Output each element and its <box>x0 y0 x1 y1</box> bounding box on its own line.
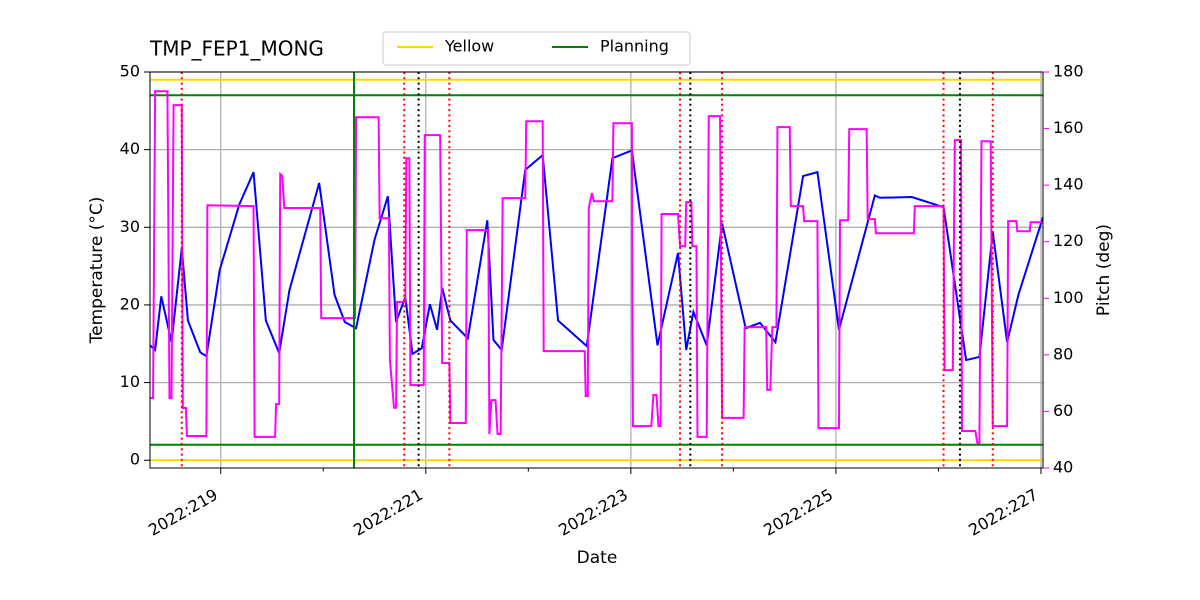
y-tick-label: 10 <box>120 372 140 391</box>
legend-label: Planning <box>600 37 669 56</box>
y-tick-label: 0 <box>130 450 140 469</box>
y2-tick-label: 120 <box>1053 231 1084 250</box>
y2-tick-label: 180 <box>1053 62 1084 81</box>
y2-tick-label: 40 <box>1053 458 1073 477</box>
x-axis-label: Date <box>577 548 618 568</box>
y-axis-label: Temperature (°C) <box>87 197 107 345</box>
x-tick-label: 2022:223 <box>555 485 631 540</box>
y2-axis-label: Pitch (deg) <box>1094 224 1114 316</box>
legend: Yellow Planning <box>382 31 691 66</box>
x-tick-label: 2022:221 <box>350 485 426 540</box>
plot-area <box>150 72 1043 468</box>
legend-box <box>382 31 691 66</box>
chart-title: TMP_FEP1_MONG <box>149 37 324 61</box>
y2-tick-label: 80 <box>1053 344 1073 363</box>
y-tick-label: 50 <box>120 62 140 81</box>
data-line <box>150 149 1043 362</box>
y2-tick-label: 100 <box>1053 288 1084 307</box>
y-tick-label: 40 <box>120 139 140 158</box>
y-tick-label: 20 <box>120 294 140 313</box>
x-tick-label: 2022:219 <box>145 485 221 540</box>
x-tick-label: 2022:227 <box>965 485 1041 540</box>
y2-tick-label: 160 <box>1053 118 1084 137</box>
y2-tick-label: 140 <box>1053 175 1084 194</box>
legend-label: Yellow <box>444 37 494 56</box>
y2-tick-label: 60 <box>1053 401 1073 420</box>
y-tick-label: 30 <box>120 217 140 236</box>
data-line <box>150 90 1043 445</box>
plot-frame <box>149 71 1044 469</box>
x-tick-label: 2022:225 <box>760 485 836 540</box>
